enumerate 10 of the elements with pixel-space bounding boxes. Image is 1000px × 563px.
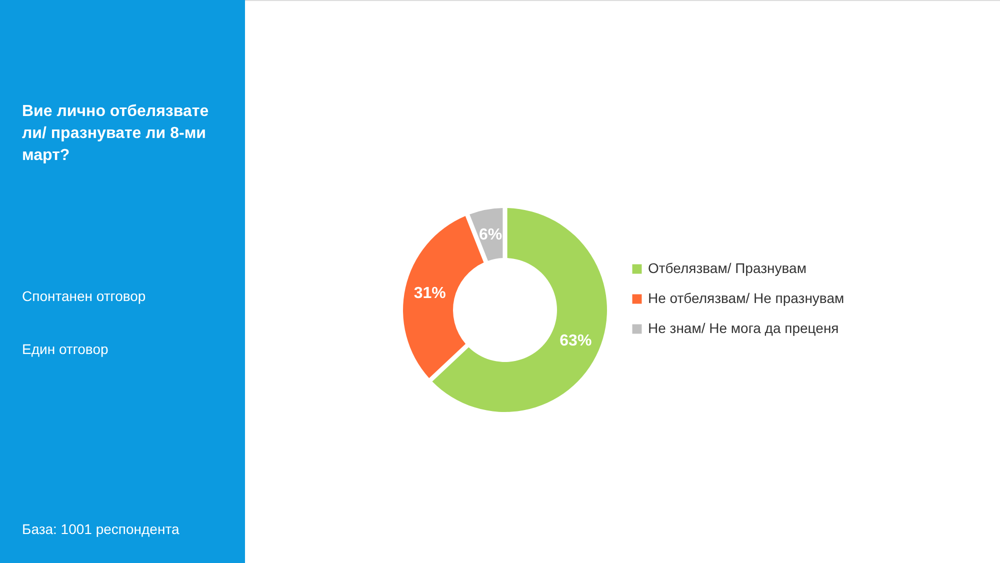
data-label: 6%	[479, 226, 502, 244]
data-label: 63%	[560, 332, 592, 350]
legend-label: Отбелязвам/ Празнувам	[648, 260, 806, 276]
text: Вие лично отбелязвате ли/ празнувате ли 8-ми март?	[22, 103, 209, 164]
text: Един отговор	[22, 341, 108, 357]
legend-label: Не отбелязвам/ Не празнувам	[648, 290, 844, 306]
data-label: 31%	[414, 285, 446, 302]
text: Спонтанен отговор	[22, 288, 146, 304]
legend-label: Не знам/ Не мога да преценя	[648, 320, 839, 336]
text: База: 1001 респондента	[22, 521, 180, 537]
